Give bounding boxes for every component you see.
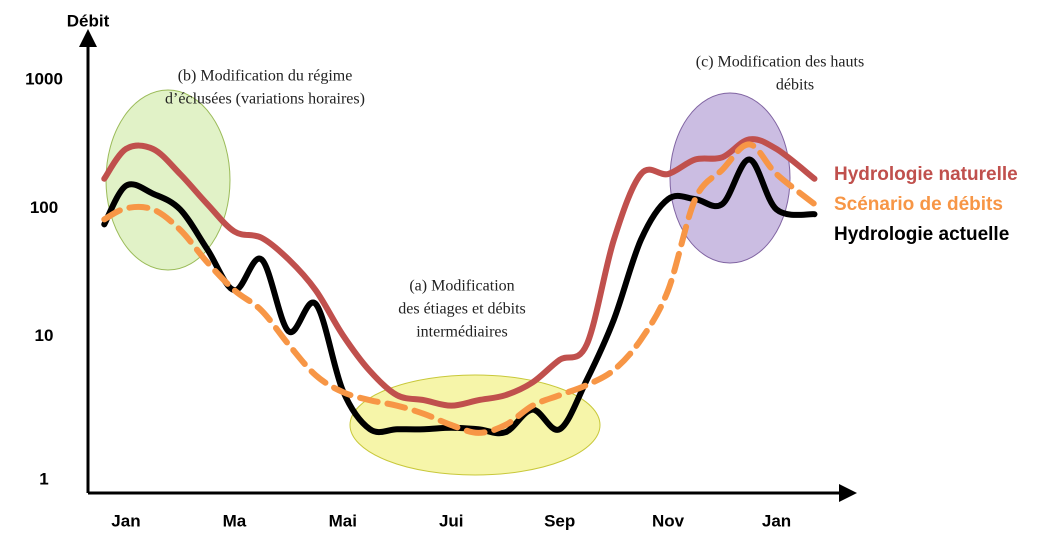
- legend-label: Hydrologie naturelle: [834, 164, 1018, 185]
- annotation: débits: [776, 77, 814, 94]
- annotation: (b) Modification du régime: [178, 68, 353, 85]
- legend-label: Hydrologie actuelle: [834, 224, 1009, 245]
- y-tick-label: 10: [35, 326, 54, 345]
- annotation: d’éclusées (variations horaires): [165, 91, 365, 108]
- y-tick-label: 1000: [25, 69, 63, 88]
- annotation: intermédiaires: [416, 324, 508, 341]
- y-tick-label: 100: [30, 198, 58, 217]
- plot: [101, 136, 818, 437]
- data-line: [101, 141, 818, 436]
- data-line: [101, 136, 818, 409]
- y-tick-label: 1: [39, 469, 48, 488]
- annotation: des étiages et débits: [398, 301, 526, 318]
- x-tick-label: Ma: [223, 511, 247, 530]
- x-tick-label: Sep: [544, 511, 575, 530]
- annotation: (a) Modification: [409, 278, 514, 295]
- y-axis-label: Débit: [67, 11, 110, 30]
- x-tick-label: Jan: [762, 511, 791, 530]
- annotation: (c) Modification des hauts: [696, 54, 864, 71]
- x-tick-label: Nov: [652, 511, 685, 530]
- x-tick-label: Jan: [111, 511, 140, 530]
- x-tick-label: Mai: [329, 511, 357, 530]
- x-tick-label: Jui: [439, 511, 464, 530]
- highlight-ellipse: [669, 92, 791, 264]
- highlight-ellipse: [105, 89, 231, 271]
- legend-label: Scénario de débits: [834, 194, 1003, 215]
